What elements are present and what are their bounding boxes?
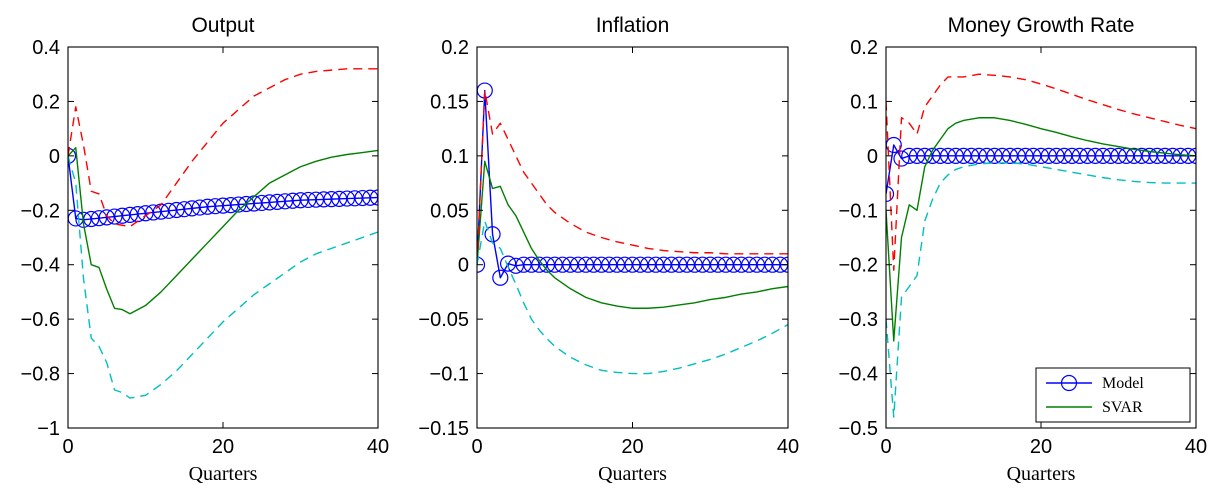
data-point-model <box>886 185 895 203</box>
x-tick-label: 20 <box>621 436 643 458</box>
y-tick-label: −0.1 <box>430 364 469 386</box>
y-tick-label: 0 <box>867 146 878 168</box>
data-point-model <box>477 256 486 273</box>
y-tick-label: −0.4 <box>839 364 878 386</box>
data-point-model <box>114 207 131 224</box>
x-tick-label: 40 <box>367 436 389 458</box>
data-point-model <box>160 202 177 219</box>
y-tick-label: −0.1 <box>839 200 878 222</box>
y-tick-label: 0 <box>458 255 469 277</box>
data-point-model <box>83 210 100 228</box>
x-tick-label: 0 <box>471 436 482 458</box>
series-line-svar <box>886 117 1196 342</box>
legend-marker-icon <box>1060 374 1078 392</box>
data-point-model <box>893 150 910 167</box>
y-tick-label: 0.4 <box>32 37 60 59</box>
y-tick-label: −0.2 <box>839 255 878 277</box>
y-tick-label: −0.2 <box>21 200 60 222</box>
series-line-lower-band <box>477 220 788 375</box>
series-line-upper-band <box>477 89 788 265</box>
panel-1: −1 −0.8 −0.6 −0.4 −0.2 0 0.2 0.4 0 20 40 Output Quar… <box>21 14 390 485</box>
y-tick-label: 0.2 <box>32 91 60 113</box>
plot-area <box>477 82 788 375</box>
data-point-model <box>500 255 517 272</box>
chart-title: Inflation <box>596 14 670 37</box>
series-line-svar <box>68 146 378 315</box>
chart-title: Output <box>191 14 254 37</box>
legend-box <box>1035 367 1191 423</box>
x-tick-label: 20 <box>212 436 234 458</box>
legend-label-model: Model <box>1102 375 1144 392</box>
y-tick-label: −0.15 <box>418 418 469 440</box>
series-line-upper-band <box>68 68 378 228</box>
data-point-model <box>183 200 201 217</box>
x-tick-label: 20 <box>1030 436 1052 458</box>
panel-3: −0.5 −0.4 −0.3 −0.2 −0.1 0 0.1 0.2 0 20 40 Money Gr… <box>839 14 1208 485</box>
chart-title: Money Growth Rate <box>948 14 1135 37</box>
series-line-upper-band <box>886 73 1196 271</box>
data-point-model <box>492 269 509 286</box>
x-axis-label: Quarters <box>598 463 667 485</box>
y-tick-label: 0.05 <box>430 200 469 222</box>
y-tick-label: −1 <box>37 418 60 440</box>
y-tick-label: −0.3 <box>839 309 878 331</box>
series-line-model <box>68 155 378 221</box>
series-line-lower-band <box>886 162 1196 418</box>
axes-box <box>67 46 379 429</box>
plot-area <box>68 68 378 399</box>
panel-2: −0.15 −0.1 −0.05 0 0.05 0.1 0.15 0.2 0 20 40 Inflat… <box>418 14 799 485</box>
y-tick-label: 0.2 <box>441 37 469 59</box>
y-tick-label: −0.5 <box>839 418 878 440</box>
y-tick-label: 0.1 <box>850 91 878 113</box>
data-point-model <box>145 204 162 221</box>
data-point-model <box>369 189 378 206</box>
series-line-model <box>886 144 1196 195</box>
x-tick-label: 0 <box>62 436 73 458</box>
series-line-lower-band <box>68 155 378 399</box>
series-line-model <box>477 89 788 279</box>
data-point-model <box>191 199 208 216</box>
data-point-model <box>98 209 115 226</box>
x-tick-label: 0 <box>880 436 891 458</box>
y-tick-label: −0.05 <box>418 309 469 331</box>
data-point-model <box>121 206 139 224</box>
data-point-model <box>168 201 185 219</box>
y-tick-label: 0.15 <box>430 91 469 113</box>
x-tick-label: 40 <box>1185 436 1207 458</box>
x-axis-label: Quarters <box>189 463 258 485</box>
y-tick-label: 0.1 <box>441 146 469 168</box>
y-tick-label: 0.2 <box>850 37 878 59</box>
legend: Model SVAR <box>1035 367 1191 423</box>
y-tick-label: 0 <box>49 146 60 168</box>
y-tick-label: −0.4 <box>21 255 60 277</box>
x-tick-label: 40 <box>777 436 799 458</box>
x-axis-label: Quarters <box>1007 463 1076 485</box>
axes-box <box>476 46 789 429</box>
y-tick-label: −0.6 <box>21 309 60 331</box>
legend-label-svar: SVAR <box>1102 399 1143 416</box>
plot-area <box>886 73 1196 418</box>
data-point-model <box>779 256 788 273</box>
data-point-model <box>68 147 77 164</box>
y-tick-label: −0.8 <box>21 364 60 386</box>
data-point-model <box>137 205 154 222</box>
data-point-model <box>90 210 108 227</box>
data-point-model <box>176 201 193 218</box>
series-line-svar <box>477 160 788 309</box>
